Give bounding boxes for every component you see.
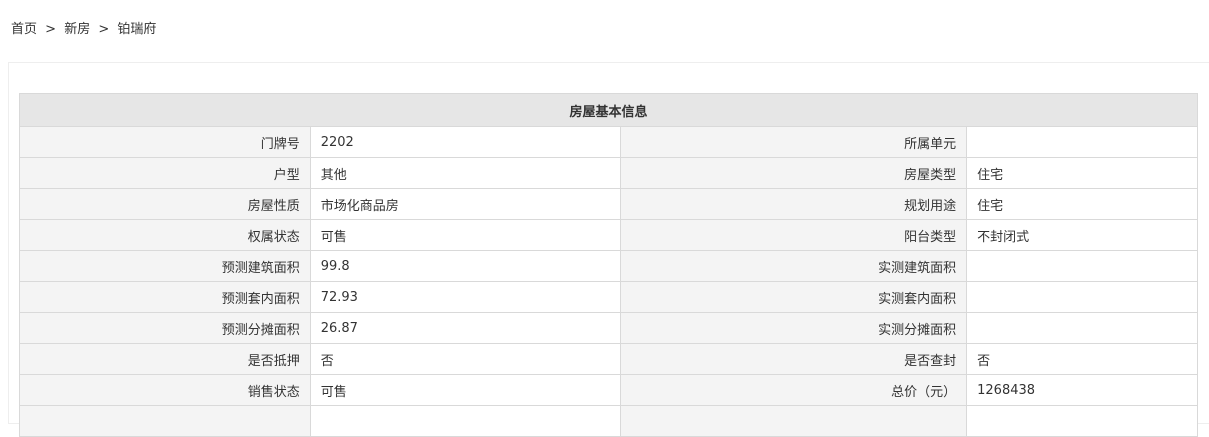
field-value (966, 405, 1198, 437)
field-label: 预测分摊面积 (19, 312, 311, 344)
breadcrumb-current: 铂瑞府 (117, 22, 157, 37)
field-label: 是否抵押 (19, 343, 311, 375)
field-value: 72.93 (309, 281, 622, 313)
table-row: 预测分摊面积 26.87 实测分摊面积 (19, 312, 1198, 344)
field-value: 1268438 (966, 374, 1198, 406)
table-row: 销售状态 可售 总价（元） 1268438 (19, 374, 1198, 406)
field-value: 否 (309, 343, 622, 375)
field-label: 是否查封 (620, 343, 968, 375)
field-value (966, 281, 1198, 313)
field-label: 销售状态 (19, 374, 311, 406)
field-label: 预测套内面积 (19, 281, 311, 313)
field-label (19, 405, 311, 437)
field-label: 实测建筑面积 (620, 250, 968, 282)
field-value: 2202 (309, 126, 622, 158)
table-row: 权属状态 可售 阳台类型 不封闭式 (19, 219, 1198, 251)
field-label: 门牌号 (19, 126, 311, 158)
field-label: 权属状态 (19, 219, 311, 251)
field-label: 预测建筑面积 (19, 250, 311, 282)
field-value: 住宅 (966, 157, 1198, 189)
table-title: 房屋基本信息 (19, 93, 1198, 127)
breadcrumb: 首页 > 新房 > 铂瑞府 (11, 18, 160, 37)
field-value: 99.8 (309, 250, 622, 282)
field-label: 房屋类型 (620, 157, 968, 189)
field-label: 房屋性质 (19, 188, 311, 220)
table-row: 门牌号 2202 所属单元 (19, 126, 1198, 158)
field-label: 规划用途 (620, 188, 968, 220)
table-row: 预测套内面积 72.93 实测套内面积 (19, 281, 1198, 313)
field-value: 否 (966, 343, 1198, 375)
table-row: 是否抵押否是否查封否 (19, 343, 1198, 375)
table-row: 户型 其他 房屋类型 住宅 (19, 157, 1198, 189)
field-label (620, 405, 968, 437)
field-value: 可售 (309, 219, 622, 251)
field-value (966, 126, 1198, 158)
table-row: 预测建筑面积 99.8 实测建筑面积 (19, 250, 1198, 282)
breadcrumb-separator: > (45, 22, 57, 37)
field-value: 26.87 (309, 312, 622, 344)
field-value (309, 405, 622, 437)
field-value (966, 250, 1198, 282)
field-label: 所属单元 (620, 126, 968, 158)
breadcrumb-home-link[interactable]: 首页 (11, 22, 38, 37)
breadcrumb-separator: > (98, 22, 110, 37)
field-label: 实测套内面积 (620, 281, 968, 313)
table-row (19, 405, 1198, 437)
field-label: 总价（元） (620, 374, 968, 406)
field-label: 阳台类型 (620, 219, 968, 251)
field-value: 住宅 (966, 188, 1198, 220)
field-value: 可售 (309, 374, 622, 406)
field-value: 其他 (309, 157, 622, 189)
field-value (966, 312, 1198, 344)
field-value: 不封闭式 (966, 219, 1198, 251)
field-label: 实测分摊面积 (620, 312, 968, 344)
field-label: 户型 (19, 157, 311, 189)
breadcrumb-new-house-link[interactable]: 新房 (64, 22, 91, 37)
table-row: 房屋性质 市场化商品房 规划用途 住宅 (19, 188, 1198, 220)
house-info-table: 房屋基本信息 门牌号 2202 所属单元 户型 其他 房屋类型 住宅 房屋性质 市场化商品房 规划… (19, 93, 1198, 437)
field-value: 市场化商品房 (309, 188, 622, 220)
